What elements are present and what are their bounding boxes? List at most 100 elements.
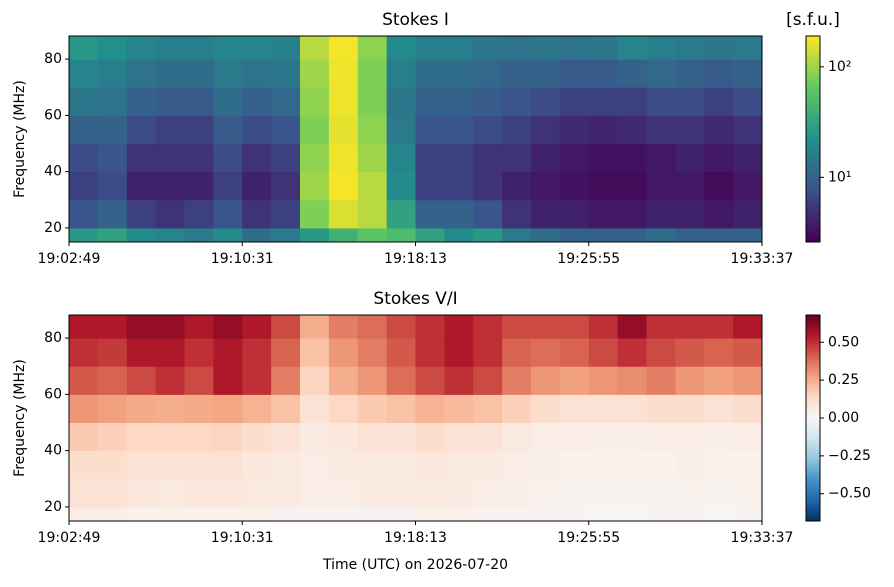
x-tick-label: 19:33:37 — [731, 251, 794, 267]
heatmap-cell — [242, 450, 272, 480]
heatmap-cell — [588, 422, 619, 452]
heatmap-cell — [242, 227, 272, 243]
heatmap-cell — [617, 115, 647, 145]
heatmap-cell — [213, 199, 243, 229]
heatmap-cell — [357, 171, 388, 201]
heatmap-cell — [733, 87, 763, 116]
heatmap-cell — [559, 87, 590, 116]
heatmap-cell — [646, 199, 676, 229]
heatmap-cell — [675, 115, 705, 145]
y-axis-label: Frequency (MHz) — [12, 359, 28, 477]
heatmap-cell — [473, 87, 503, 116]
heatmap-cell — [646, 171, 676, 201]
heatmap-cell — [502, 87, 532, 116]
heatmap-cell — [155, 506, 185, 522]
chart-title: Stokes I — [382, 10, 449, 30]
heatmap-cell — [675, 394, 705, 424]
heatmap-cell — [386, 36, 416, 60]
heatmap-cell — [69, 506, 99, 522]
heatmap-cell — [300, 115, 330, 145]
heatmap-cell — [155, 478, 185, 508]
heatmap-cell — [213, 87, 243, 116]
heatmap-cell — [733, 171, 763, 201]
heatmap-cell — [271, 227, 301, 243]
heatmap-cell — [531, 338, 561, 367]
heatmap-cell — [69, 87, 99, 116]
heatmap-cell — [184, 171, 214, 201]
heatmap-cell — [704, 227, 734, 243]
heatmap-cell — [300, 394, 330, 424]
heatmap-cell — [300, 366, 330, 395]
heatmap-cell — [733, 478, 763, 508]
heatmap-cell — [444, 36, 474, 60]
heatmap-cell — [675, 36, 705, 60]
heatmap-cell — [386, 171, 416, 201]
heatmap-cell — [328, 366, 359, 395]
heatmap-cell — [473, 143, 503, 173]
heatmap-cell — [617, 199, 647, 229]
heatmap-cell — [588, 199, 619, 229]
heatmap-cell — [300, 315, 330, 339]
x-tick-label: 19:10:31 — [211, 530, 274, 546]
x-tick-label: 19:02:49 — [38, 530, 101, 546]
heatmap-cell — [386, 59, 416, 88]
heatmap-cell — [97, 338, 128, 367]
heatmap-cell — [328, 143, 359, 173]
heatmap-cell — [328, 394, 359, 424]
heatmap-cell — [213, 506, 243, 522]
heatmap-cell — [444, 171, 474, 201]
heatmap-cell — [415, 422, 445, 452]
heatmap-cell — [559, 338, 590, 367]
heatmap-cell — [242, 143, 272, 173]
heatmap-cell — [646, 87, 676, 116]
heatmap-cell — [617, 143, 647, 173]
heatmap-cell — [588, 450, 619, 480]
heatmap-cell — [588, 171, 619, 201]
heatmap-cell — [704, 394, 734, 424]
heatmap-cell — [328, 338, 359, 367]
heatmap-cell — [271, 87, 301, 116]
colorbar-tick-label: 0.25 — [828, 372, 859, 388]
heatmap-cell — [155, 338, 185, 367]
heatmap-cell — [646, 506, 676, 522]
x-tick-label: 19:33:37 — [731, 530, 794, 546]
heatmap-cell — [97, 59, 128, 88]
heatmap-cell — [415, 115, 445, 145]
heatmap-cell — [559, 315, 590, 339]
heatmap-cell — [242, 366, 272, 395]
heatmap-cell — [386, 506, 416, 522]
heatmap-cell — [126, 36, 157, 60]
heatmap-cell — [69, 394, 99, 424]
heatmap-cell — [675, 87, 705, 116]
heatmap-cell — [733, 59, 763, 88]
heatmap-cell — [328, 315, 359, 339]
heatmap-cell — [242, 315, 272, 339]
heatmap-cell — [386, 315, 416, 339]
heatmap-cell — [444, 59, 474, 88]
heatmap-cell — [69, 315, 99, 339]
heatmap-cell — [502, 422, 532, 452]
y-tick-label: 80 — [44, 51, 62, 67]
heatmap-cell — [126, 478, 157, 508]
heatmap-cell — [559, 478, 590, 508]
heatmap-cell — [473, 422, 503, 452]
heatmap-cell — [473, 450, 503, 480]
heatmap-cell — [704, 366, 734, 395]
heatmap-cell — [733, 199, 763, 229]
heatmap-cell — [184, 478, 214, 508]
x-tick-label: 19:02:49 — [38, 251, 101, 267]
heatmap-cell — [184, 450, 214, 480]
heatmap-cell — [588, 143, 619, 173]
heatmap-cell — [646, 394, 676, 424]
heatmap-cell — [675, 338, 705, 367]
heatmap-cell — [184, 422, 214, 452]
heatmap-cell — [271, 36, 301, 60]
heatmap-cell — [155, 227, 185, 243]
heatmap-cell — [97, 87, 128, 116]
heatmap-cell — [300, 171, 330, 201]
heatmap-cell — [502, 450, 532, 480]
heatmap-cell — [588, 315, 619, 339]
heatmap-cell — [531, 478, 561, 508]
heatmap-cell — [300, 478, 330, 508]
